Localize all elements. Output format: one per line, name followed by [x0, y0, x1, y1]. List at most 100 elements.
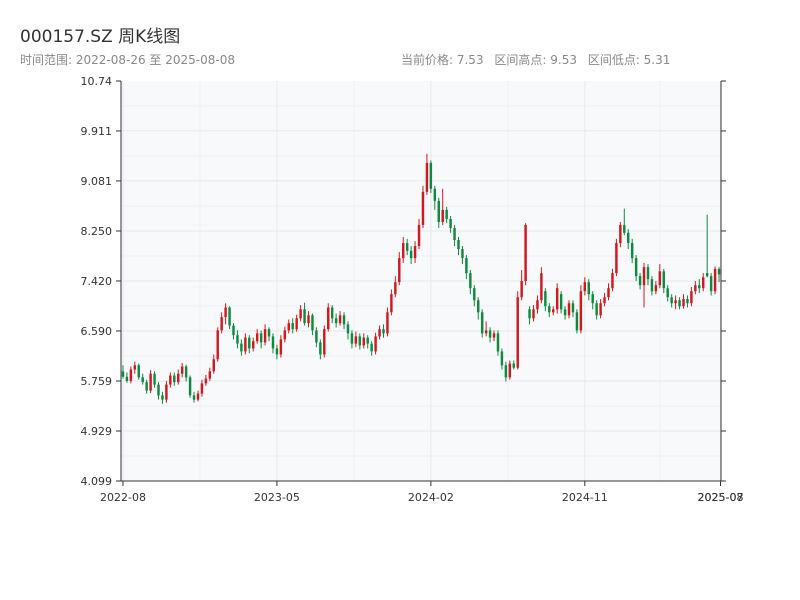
x-axis: 2022-08 2023-05 2024-02 2024-11 2025-072025-… — [100, 481, 743, 504]
candle-body — [366, 337, 369, 344]
candle-body — [619, 224, 622, 244]
candle-body — [362, 337, 365, 346]
candle-body — [263, 329, 267, 343]
candle-body — [591, 294, 594, 304]
candle-body — [287, 323, 290, 331]
candle-body — [599, 303, 602, 316]
current-price-label: 当前价格: 7.53 — [401, 53, 484, 67]
candle-body — [133, 365, 137, 370]
candle-body — [216, 330, 219, 360]
x-tick-label: 2024-02 — [408, 491, 454, 504]
candle-body — [173, 375, 176, 383]
candle-body — [433, 188, 437, 201]
candle-body — [698, 285, 701, 289]
candle-body — [528, 309, 531, 319]
candle-body — [248, 337, 251, 349]
candle-body — [646, 267, 650, 280]
candle-body — [461, 249, 464, 259]
candle-body — [255, 333, 259, 342]
candle-body — [157, 384, 160, 396]
candle-body — [212, 359, 215, 372]
candle-body — [477, 300, 480, 313]
candle-body — [480, 312, 484, 334]
candle-body — [524, 224, 527, 281]
candle-body — [394, 282, 397, 295]
x-tick-label: 2025-08 — [698, 491, 744, 504]
candle-body — [702, 277, 705, 289]
candle-body — [149, 373, 152, 391]
candle-body — [690, 291, 693, 304]
candle-body — [169, 375, 172, 385]
candle-body — [492, 333, 496, 338]
candle-body — [469, 273, 472, 289]
candle-body — [240, 343, 243, 352]
candle-body — [536, 300, 539, 310]
candle-body — [398, 258, 401, 283]
candle-body — [437, 200, 440, 222]
candle-body — [145, 382, 148, 391]
candle-body — [587, 282, 590, 295]
candle-body — [165, 384, 168, 400]
candle-body — [508, 363, 512, 378]
candle-body — [615, 243, 618, 274]
candle-body — [642, 267, 646, 286]
candle-body — [334, 318, 338, 324]
candle-body — [705, 273, 709, 277]
candle-body — [457, 240, 460, 250]
candle-body — [686, 299, 689, 304]
candle-body — [220, 317, 223, 331]
x-tick-label: 2025-07 — [698, 491, 744, 504]
candle-body — [465, 258, 468, 274]
chart-stats: 当前价格: 7.53 区间高点: 9.53 区间低点: 5.31 — [401, 51, 677, 68]
candle-body — [129, 369, 133, 381]
candle-body — [694, 285, 697, 292]
y-tick-label: 4.099 — [81, 475, 113, 488]
candle-body — [713, 268, 717, 292]
range-low-label: 区间低点: 5.31 — [587, 53, 671, 67]
candle-body — [540, 273, 543, 301]
candle-body — [409, 250, 413, 259]
candle-body — [473, 288, 476, 301]
candle-body — [666, 288, 669, 298]
candle-body — [177, 373, 180, 383]
candle-body — [121, 371, 125, 377]
candle-body — [271, 336, 275, 349]
y-tick-label: 7.420 — [81, 275, 113, 288]
candle-body — [323, 329, 326, 355]
candle-body — [405, 243, 409, 251]
candle-body — [567, 303, 571, 316]
candle-body — [417, 224, 421, 247]
candle-body — [350, 333, 354, 344]
candle-body — [544, 291, 547, 307]
x-tick-label: 2024-11 — [562, 491, 608, 504]
candle-body — [228, 307, 231, 326]
candle-body — [429, 162, 433, 189]
candle-body — [650, 279, 654, 292]
candle-body — [627, 232, 630, 244]
candle-body — [386, 312, 389, 334]
candle-body — [583, 282, 587, 292]
candle-body — [204, 378, 208, 384]
candle-body — [670, 297, 673, 304]
candle-body — [717, 268, 721, 275]
candle-body — [630, 243, 634, 259]
candle-body — [346, 324, 350, 334]
candle-body — [307, 315, 310, 324]
candle-body — [382, 329, 385, 334]
candle-body — [200, 383, 204, 394]
candle-body — [354, 336, 358, 344]
candle-body — [413, 246, 417, 259]
candle-body — [208, 371, 212, 379]
candle-body — [283, 330, 287, 340]
candle-body — [504, 365, 508, 378]
y-tick-label: 4.929 — [81, 425, 113, 438]
candle-body — [299, 309, 302, 319]
candle-body — [224, 307, 227, 318]
candle-body — [252, 341, 255, 349]
candle-body — [161, 395, 164, 400]
candle-body — [311, 315, 314, 331]
y-tick-label: 8.250 — [81, 225, 113, 238]
candle-body — [516, 297, 519, 368]
candle-body — [236, 335, 239, 344]
